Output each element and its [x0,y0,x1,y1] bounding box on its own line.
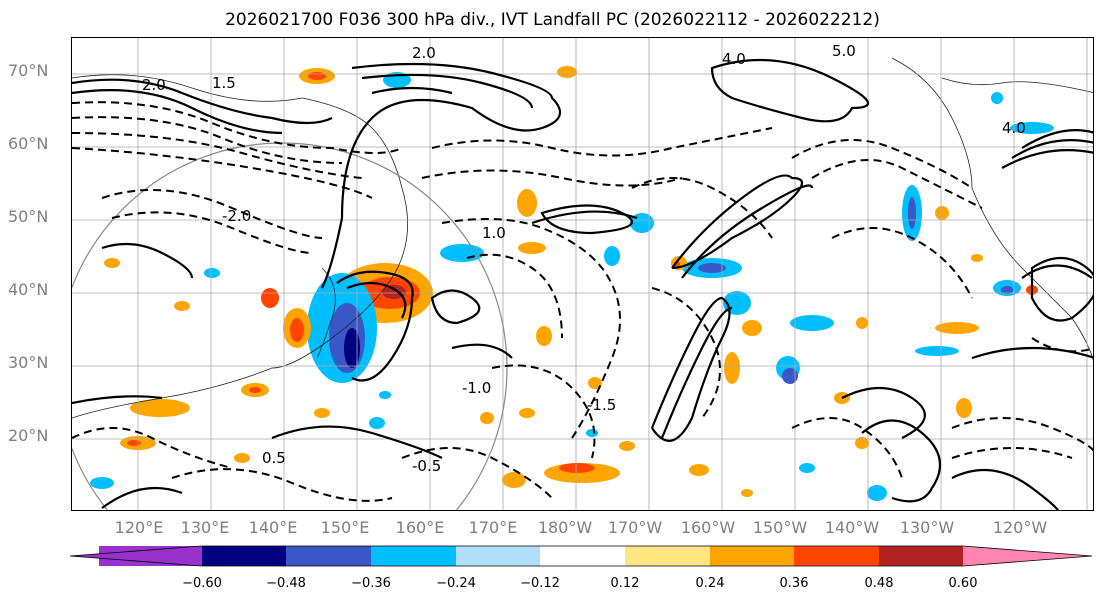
lon-label: 160°E [395,518,445,537]
svg-text:5.0: 5.0 [832,42,856,60]
svg-text:1.0: 1.0 [482,224,506,242]
colorbar-swatch [456,546,540,566]
lat-label: 50°N [8,207,49,226]
lon-label: 150°W [752,518,808,537]
colorbar-tick-label: 0.48 [864,576,894,591]
colorbar-tick-label: −0.48 [266,576,306,591]
contour-labels: 4.0 5.0 2.0 1.0 1.5 0.5 -0.5 -1.0 -1.5 -… [142,42,1026,475]
colorbar-outline [69,545,1093,567]
lat-label: 60°N [8,134,49,153]
svg-text:0.5: 0.5 [262,449,286,467]
svg-text:-2.0: -2.0 [222,207,251,225]
svg-text:-0.5: -0.5 [412,457,441,475]
svg-text:4.0: 4.0 [722,50,746,68]
colorbar-swatch [963,546,1092,566]
lon-label: 120°W [992,518,1048,537]
svg-text:-1.5: -1.5 [587,396,616,414]
divergence-shading [90,66,1054,501]
colorbar-swatch [371,546,456,566]
colorbar-swatch [540,546,625,566]
lon-label: 160°W [680,518,736,537]
lat-label: 20°N [8,426,49,445]
lon-label: 130°W [899,518,955,537]
lon-label: 170°E [468,518,518,537]
lon-label: 130°E [180,518,230,537]
lon-label: 150°E [320,518,370,537]
svg-text:2.0: 2.0 [412,44,436,62]
map-title: 2026021700 F036 300 hPa div., IVT Landfa… [225,10,880,30]
lon-label: 120°E [114,518,164,537]
colorbar-tick-label: −0.60 [182,576,222,591]
colorbar-swatch [879,546,963,566]
lon-label: 180°W [537,518,593,537]
map-canvas: 4.0 5.0 2.0 1.0 1.5 0.5 -0.5 -1.0 -1.5 -… [72,38,1093,510]
colorbar [69,545,1093,567]
colorbar-tick-label: 0.24 [695,576,725,591]
lat-label: 40°N [8,280,49,299]
colorbar-tick-label: 0.12 [610,576,640,591]
colorbar-swatch [625,546,710,566]
colorbar-tick-label: 0.36 [779,576,809,591]
lon-label: 140°E [248,518,298,537]
lat-label: 30°N [8,353,49,372]
lon-label: 140°W [824,518,880,537]
colorbar-tick-label: −0.36 [351,576,391,591]
colorbar-tick-label: −0.12 [520,576,560,591]
lon-label: 170°W [607,518,663,537]
colorbar-swatch [202,546,286,566]
positive-contours [72,58,1093,510]
svg-text:4.0: 4.0 [1002,119,1026,137]
map-panel[interactable]: 4.0 5.0 2.0 1.0 1.5 0.5 -0.5 -1.0 -1.5 -… [71,37,1094,511]
svg-text:1.5: 1.5 [212,74,236,92]
svg-text:2.0: 2.0 [142,76,166,94]
svg-text:-1.0: -1.0 [462,379,491,397]
colorbar-swatch [710,546,794,566]
lat-label: 70°N [8,61,49,80]
colorbar-tick-label: 0.60 [948,576,978,591]
colorbar-swatch [794,546,879,566]
colorbar-tick-label: −0.24 [436,576,476,591]
colorbar-swatch [70,546,202,566]
colorbar-swatch [286,546,371,566]
